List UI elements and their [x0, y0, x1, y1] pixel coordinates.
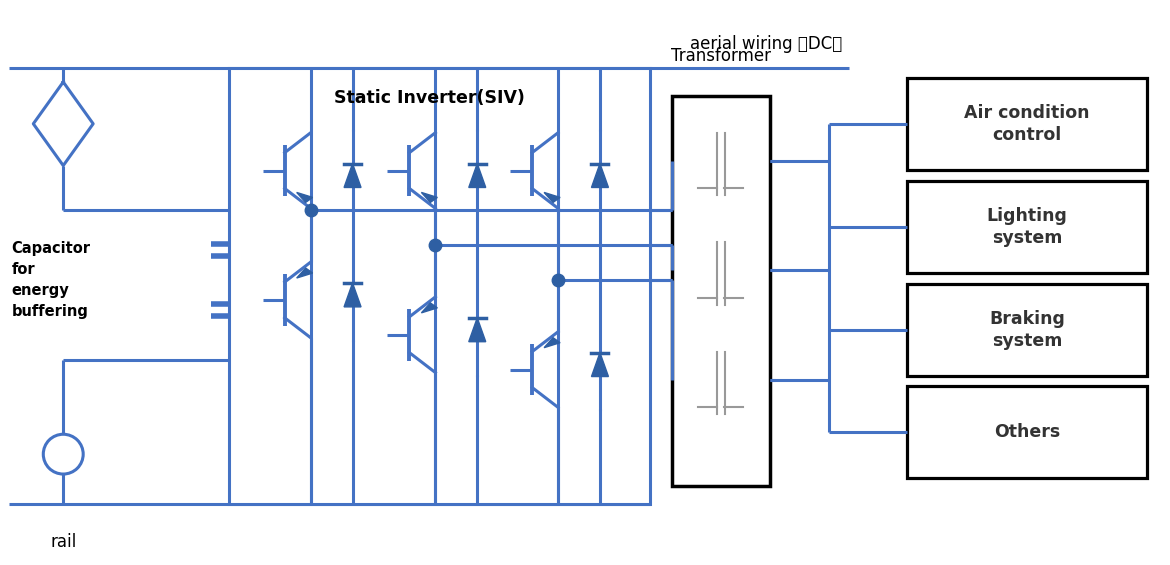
Polygon shape	[469, 164, 486, 188]
Polygon shape	[421, 193, 438, 202]
Polygon shape	[544, 338, 560, 347]
Text: rail: rail	[50, 533, 76, 551]
Bar	[229, 68, 649, 504]
Polygon shape	[469, 318, 486, 342]
Bar	[907, 386, 1147, 478]
Polygon shape	[544, 193, 560, 202]
Text: Braking
system: Braking system	[989, 310, 1065, 350]
Bar	[907, 284, 1147, 376]
Text: Transformer: Transformer	[670, 47, 771, 65]
Polygon shape	[344, 283, 362, 307]
Bar	[907, 181, 1147, 273]
Polygon shape	[421, 303, 438, 313]
Polygon shape	[297, 268, 312, 278]
Text: aerial wiring （DC）: aerial wiring （DC）	[690, 35, 842, 53]
Text: Others: Others	[993, 423, 1060, 441]
Polygon shape	[297, 193, 312, 202]
Polygon shape	[592, 164, 608, 188]
Text: Lighting
system: Lighting system	[986, 207, 1067, 247]
Polygon shape	[344, 164, 362, 188]
Text: Air condition
control: Air condition control	[964, 104, 1089, 144]
Polygon shape	[592, 353, 608, 376]
Text: Capacitor
for
energy
buffering: Capacitor for energy buffering	[12, 241, 90, 319]
Bar	[672, 96, 770, 486]
Text: Static Inverter(SIV): Static Inverter(SIV)	[333, 89, 525, 107]
Bar	[907, 78, 1147, 170]
